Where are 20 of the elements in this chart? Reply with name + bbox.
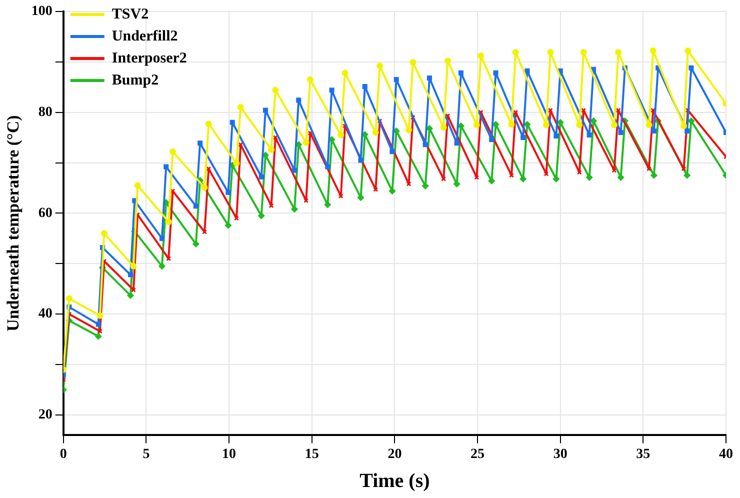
y-tick-label: 20	[38, 408, 52, 423]
x-tick-label: 0	[60, 447, 67, 462]
x-tick-label: 40	[719, 447, 733, 462]
legend-label: TSV2	[112, 6, 149, 22]
legend-label: Bump2	[112, 72, 159, 88]
y-tick-label: 40	[38, 306, 52, 322]
x-tick-label: 35	[636, 447, 650, 462]
x-tick-label: 20	[388, 447, 402, 462]
legend-label: Interposer2	[112, 50, 187, 66]
legend-label: Underfill2	[112, 28, 178, 44]
x-tick-label: 15	[304, 447, 319, 462]
y-tick-label: 60	[38, 206, 52, 221]
x-tick-label: 30	[553, 447, 568, 462]
x-tick-label: 25	[470, 447, 485, 462]
x-tick-label: 5	[142, 447, 150, 462]
y-tick-label: 100	[31, 4, 52, 20]
x-axis-title: Time (s)	[360, 470, 430, 492]
y-tick-label: 80	[38, 104, 52, 120]
x-tick-label: 10	[222, 447, 236, 462]
y-axis-title: Underneath temperature (°C)	[4, 115, 23, 332]
